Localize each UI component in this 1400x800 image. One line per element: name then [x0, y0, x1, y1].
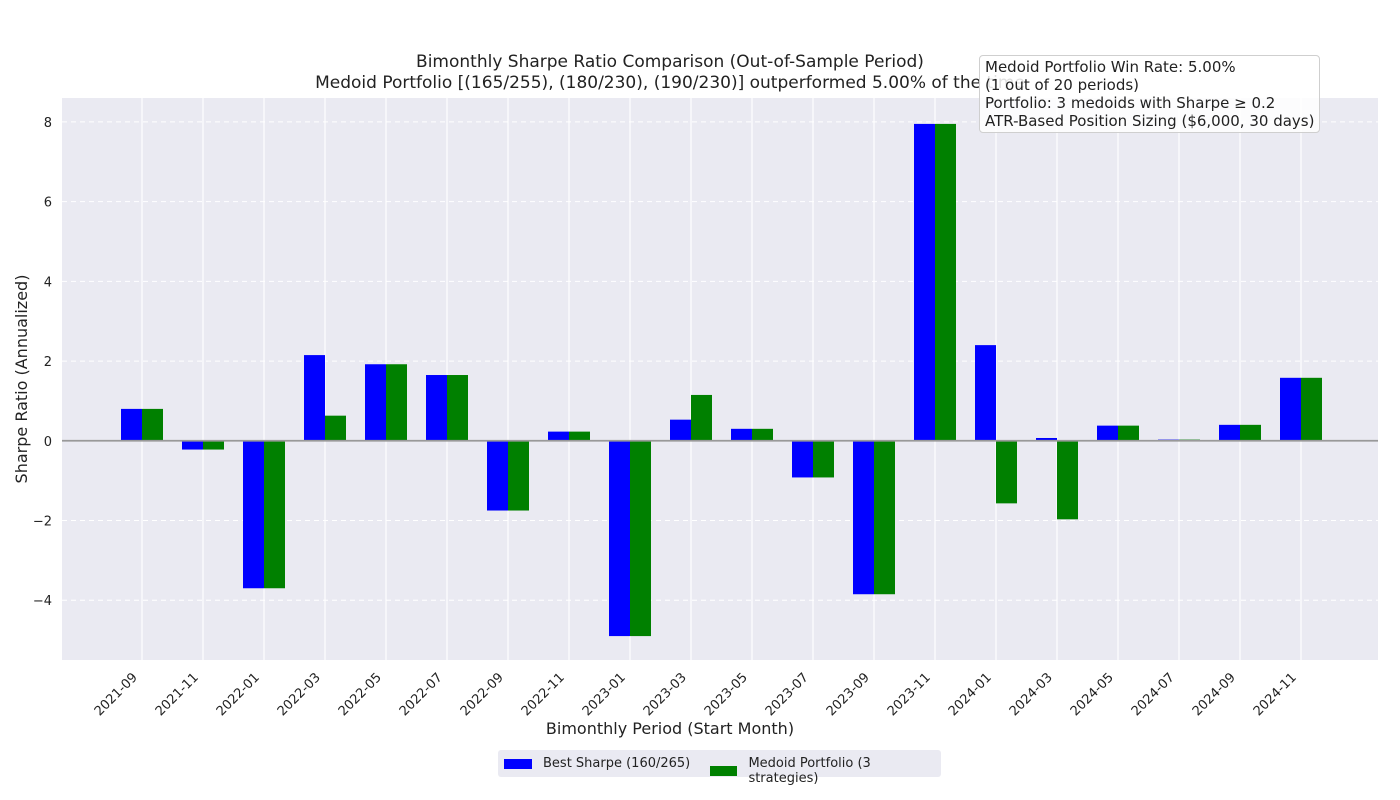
- y-tick-label: 6: [44, 196, 52, 211]
- bar-medoid-portfolio: [264, 440, 285, 589]
- x-tick-label: 2022-09: [458, 670, 507, 719]
- x-tick-label: 2022-01: [214, 670, 263, 719]
- x-tick-label: 2021-11: [153, 670, 202, 719]
- bar-medoid-portfolio: [1057, 440, 1078, 520]
- y-tick-label: −4: [33, 594, 52, 609]
- bar-best-sharpe: [1036, 437, 1057, 441]
- bar-medoid-portfolio: [874, 440, 895, 595]
- legend-item-medoid-portfolio: Medoid Portfolio (3 strategies): [710, 756, 941, 786]
- x-tick-label: 2022-11: [519, 670, 568, 719]
- x-tick-label: 2024-01: [946, 670, 995, 719]
- annotation-line-4: ATR-Based Position Sizing ($6,000, 30 da…: [985, 112, 1315, 130]
- bar-best-sharpe: [243, 440, 264, 589]
- x-tick-label: 2021-09: [92, 670, 141, 719]
- x-tick-label: 2024-11: [1251, 670, 1300, 719]
- annotation-line-2: (1 out of 20 periods): [985, 76, 1140, 94]
- bar-best-sharpe: [487, 440, 508, 511]
- x-tick-label: 2024-07: [1129, 670, 1178, 719]
- legend-label-best-sharpe: Best Sharpe (160/265): [543, 756, 691, 771]
- bar-medoid-portfolio: [386, 364, 407, 441]
- bar-medoid-portfolio: [203, 440, 224, 450]
- x-tick-label: 2023-09: [824, 670, 873, 719]
- bar-medoid-portfolio: [813, 440, 834, 478]
- bar-best-sharpe: [182, 440, 203, 450]
- bar-medoid-portfolio: [935, 123, 956, 441]
- bar-medoid-portfolio: [691, 394, 712, 441]
- y-axis-label: Sharpe Ratio (Annualized): [12, 275, 31, 484]
- x-tick-label: 2023-11: [885, 670, 934, 719]
- y-tick-label: 0: [44, 435, 52, 450]
- legend-item-best-sharpe: Best Sharpe (160/265): [504, 756, 690, 771]
- bar-medoid-portfolio: [752, 428, 773, 441]
- bar-best-sharpe: [792, 440, 813, 478]
- annotation-line-1: Medoid Portfolio Win Rate: 5.00%: [985, 58, 1236, 76]
- bar-best-sharpe: [1097, 425, 1118, 441]
- x-tick-label: 2024-09: [1190, 670, 1239, 719]
- y-tick-label: 2: [44, 355, 52, 370]
- bar-medoid-portfolio: [325, 415, 346, 441]
- x-tick-label: 2023-01: [580, 670, 629, 719]
- legend-label-medoid-portfolio: Medoid Portfolio (3 strategies): [748, 756, 871, 786]
- bar-medoid-portfolio: [508, 440, 529, 511]
- x-tick-label: 2023-05: [702, 670, 751, 719]
- y-tick-label: −2: [33, 514, 52, 529]
- bar-medoid-portfolio: [630, 440, 651, 637]
- y-tick-label: 8: [44, 116, 52, 131]
- bar-medoid-portfolio: [1240, 424, 1261, 441]
- bar-best-sharpe: [548, 431, 569, 441]
- bar-medoid-portfolio: [996, 440, 1017, 504]
- bar-medoid-portfolio: [1118, 425, 1139, 441]
- bar-best-sharpe: [1280, 377, 1301, 441]
- bar-medoid-portfolio: [1301, 377, 1322, 441]
- bar-best-sharpe: [853, 440, 874, 595]
- legend-swatch-best-sharpe: [504, 758, 532, 769]
- bar-best-sharpe: [304, 355, 325, 441]
- win-rate-annotation: Medoid Portfolio Win Rate: 5.00% (1 out …: [979, 55, 1320, 133]
- legend: Best Sharpe (160/265) Medoid Portfolio (…: [498, 750, 941, 786]
- bar-best-sharpe: [670, 419, 691, 441]
- x-tick-label: 2022-07: [397, 670, 446, 719]
- bar-best-sharpe: [609, 440, 630, 637]
- y-tick-label: 4: [44, 275, 52, 290]
- legend-swatch-medoid-portfolio: [710, 766, 738, 776]
- x-tick-label: 2023-07: [763, 670, 812, 719]
- chart-title: Bimonthly Sharpe Ratio Comparison (Out-o…: [416, 52, 924, 72]
- x-tick-label: 2024-03: [1007, 670, 1056, 719]
- bar-best-sharpe: [731, 428, 752, 441]
- x-tick-label: 2023-03: [641, 670, 690, 719]
- x-tick-label: 2022-05: [336, 670, 385, 719]
- x-axis-label: Bimonthly Period (Start Month): [546, 719, 794, 738]
- bar-best-sharpe: [121, 408, 142, 441]
- bar-best-sharpe: [1219, 424, 1240, 441]
- bar-medoid-portfolio: [447, 375, 468, 441]
- x-tick-label: 2024-05: [1068, 670, 1117, 719]
- chart-subtitle: Medoid Portfolio [(165/255), (180/230), …: [315, 73, 1025, 93]
- bar-best-sharpe: [975, 345, 996, 441]
- bar-best-sharpe: [914, 123, 935, 441]
- annotation-line-3: Portfolio: 3 medoids with Sharpe ≥ 0.2: [985, 94, 1276, 112]
- bar-best-sharpe: [426, 375, 447, 441]
- bar-medoid-portfolio: [142, 408, 163, 441]
- bar-medoid-portfolio: [569, 431, 590, 441]
- bar-best-sharpe: [365, 364, 386, 441]
- x-tick-label: 2022-03: [275, 670, 324, 719]
